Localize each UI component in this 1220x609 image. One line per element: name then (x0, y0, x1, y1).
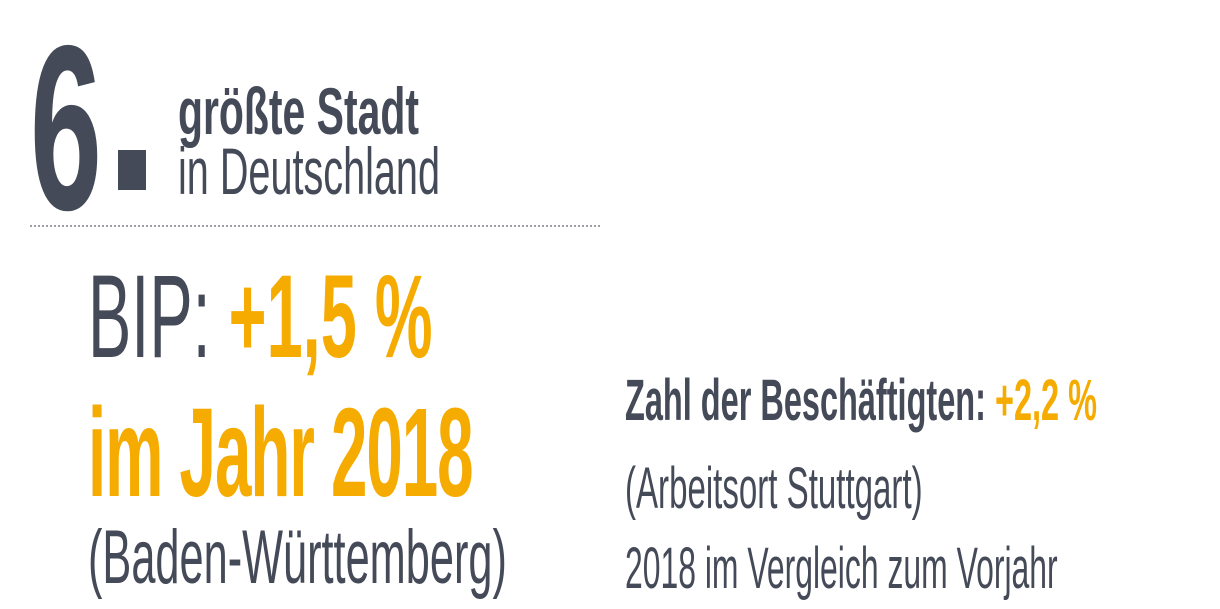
rank-subtitle: in Deutschland (178, 134, 440, 208)
employment-label: Zahl der Beschäftigten: (625, 368, 986, 433)
employment-value: +2,2 % (994, 368, 1098, 433)
gdp-label: BIP: (88, 251, 211, 383)
rank-dot (118, 150, 146, 190)
employment-heading: Zahl der Beschäftigten: +2,2 % (625, 372, 1097, 430)
employment-comparison: 2018 im Vergleich zum Vorjahr (625, 536, 1058, 601)
gdp-region: (Baden-Württemberg) (88, 515, 507, 600)
rank-title: größte Stadt (178, 74, 419, 148)
gdp-heading: BIP: +1,5 % (88, 258, 433, 376)
employment-location: (Arbeitsort Stuttgart) (625, 456, 923, 521)
rank-number: 6 (30, 0, 102, 259)
gdp-value: +1,5 % (228, 251, 433, 383)
gdp-year: im Jahr 2018 (88, 382, 474, 523)
dotted-divider (30, 225, 600, 227)
